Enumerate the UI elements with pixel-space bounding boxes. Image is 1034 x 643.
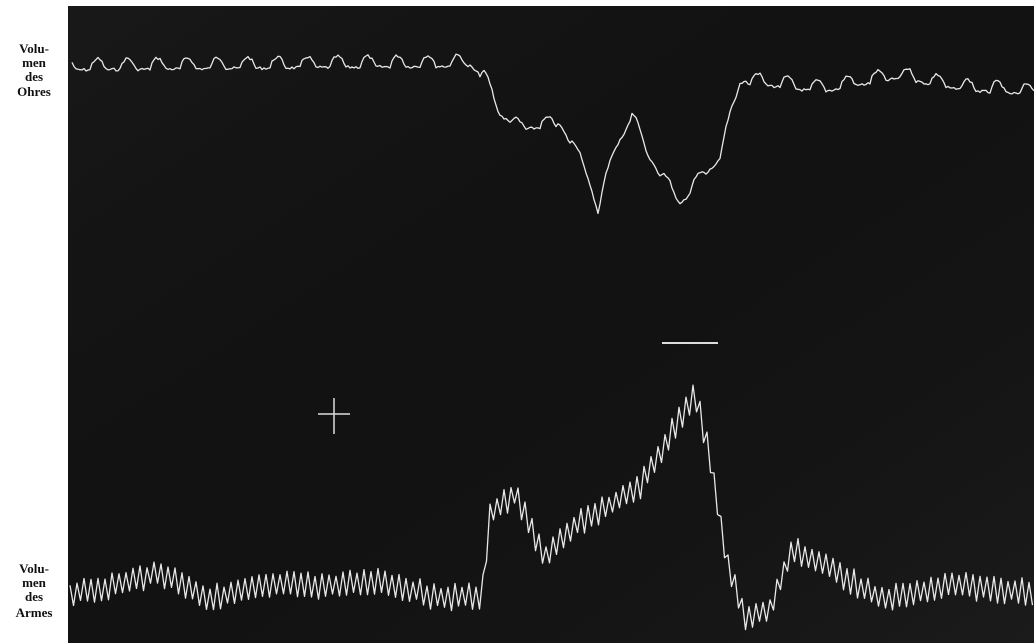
label-line: des bbox=[25, 589, 43, 604]
label-line: men bbox=[22, 55, 47, 70]
arm-label: Volu- men des Armes bbox=[16, 561, 53, 620]
photograph-shade bbox=[68, 6, 1034, 643]
label-line: Volu- bbox=[19, 41, 49, 56]
label-line: Volu- bbox=[19, 561, 49, 576]
ear-label: Volu- men des Ohres bbox=[17, 41, 51, 99]
ear-trace bbox=[71, 53, 1034, 215]
label-line: des bbox=[25, 69, 43, 84]
label-line: Ohres bbox=[17, 84, 51, 99]
arm-trace bbox=[69, 384, 1034, 631]
label-line: Armes bbox=[16, 605, 53, 620]
plus-mark bbox=[318, 398, 350, 434]
label-line: men bbox=[22, 575, 47, 590]
